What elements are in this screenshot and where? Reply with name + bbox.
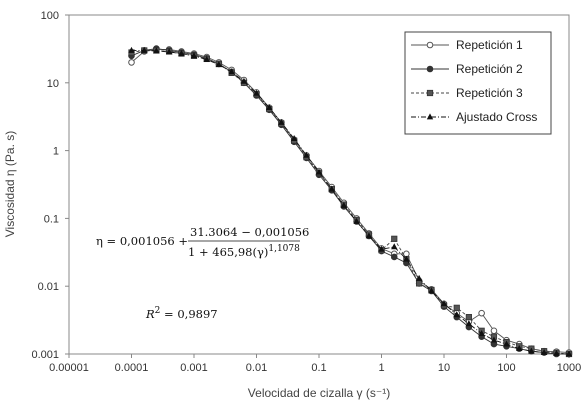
- data-point: [203, 55, 210, 62]
- legend-item: Repetición 2: [411, 62, 523, 76]
- data-point: [453, 311, 460, 318]
- data-point: [303, 151, 310, 158]
- x-tick-label: 0.0001: [115, 362, 149, 374]
- r2-superscript: 2: [155, 306, 161, 316]
- r2-value: = 0,9897: [160, 307, 217, 321]
- data-point: [540, 348, 548, 355]
- equation-denominator-base: 1 + 465,98(γ): [188, 245, 268, 259]
- legend-marker: [426, 41, 434, 49]
- data-point: [340, 201, 348, 208]
- data-point: [240, 77, 248, 84]
- data-point: [553, 349, 560, 356]
- data-point: [178, 49, 185, 56]
- data-point: [528, 347, 535, 354]
- series-line: [131, 50, 570, 355]
- data-point: [403, 255, 410, 262]
- legend-marker: [426, 113, 434, 120]
- data-point: [391, 235, 398, 242]
- data-point: [290, 135, 298, 142]
- series-4: [128, 46, 573, 357]
- y-tick-label: 0.01: [38, 281, 59, 293]
- data-point: [128, 59, 135, 66]
- x-tick-label: 0.00001: [49, 362, 89, 374]
- data-point: [490, 336, 498, 343]
- y-tick-label: 0.001: [31, 349, 59, 361]
- data-point: [478, 309, 485, 317]
- x-axis-title-text: Velocidad de cizalla γ (s⁻¹): [248, 386, 390, 400]
- legend-label: Ajustado Cross: [456, 110, 537, 124]
- legend-marker: [426, 89, 434, 97]
- data-point: [453, 304, 460, 311]
- data-point: [378, 245, 385, 252]
- data-point: [315, 168, 323, 175]
- x-tick-label: 10: [438, 362, 450, 374]
- x-tick-label: 0.001: [180, 362, 208, 374]
- data-point: [415, 274, 423, 281]
- data-point: [465, 314, 472, 321]
- data-point: [428, 287, 435, 294]
- data-point: [390, 253, 398, 261]
- data-point: [228, 68, 235, 75]
- legend-item: Ajustado Cross: [411, 110, 537, 124]
- data-point: [391, 243, 398, 250]
- equation-prefix: η = 0,001056 +: [96, 234, 188, 248]
- data-point: [440, 300, 448, 307]
- x-tick-label: 1000: [557, 362, 581, 374]
- tick-layer: 0.00001 0.0001 0.001 0.01 0.1 1 10 100 1000 0.001…: [31, 10, 581, 374]
- data-point: [278, 118, 285, 125]
- equation-denominator: 1 + 465,98(γ)1,1078: [188, 244, 300, 259]
- data-point: [565, 350, 573, 357]
- data-point: [478, 329, 485, 336]
- data-point: [215, 61, 223, 68]
- data-point: [190, 52, 198, 59]
- data-point: [153, 47, 160, 54]
- y-tick-label: 0.1: [44, 213, 59, 225]
- data-point: [266, 104, 273, 111]
- data-point: [490, 327, 498, 335]
- y-tick-label: 10: [47, 78, 59, 90]
- x-tick-label: 1: [378, 362, 384, 374]
- data-point: [503, 340, 510, 347]
- legend-item: Repetición 1: [411, 38, 523, 52]
- data-point: [141, 46, 148, 53]
- legend-label: Repetición 1: [456, 38, 523, 52]
- x-tick-label: 0.1: [311, 362, 326, 374]
- data-point: [128, 46, 135, 53]
- legend-label: Repetición 2: [456, 62, 523, 76]
- y-tick-label: 1: [53, 146, 59, 158]
- legend-label: Repetición 3: [456, 86, 523, 100]
- legend-item: Repetición 3: [411, 86, 523, 100]
- data-point: [253, 89, 260, 96]
- r2-symbol: R: [145, 307, 155, 321]
- equation-denominator-exponent: 1,1078: [268, 244, 300, 254]
- legend-items: Repetición 1 Repetición 2 Repetición 3 Ajus…: [411, 38, 537, 124]
- y-tick-label: 100: [41, 10, 59, 22]
- legend-marker: [426, 65, 434, 73]
- data-point: [516, 345, 523, 352]
- x-tick-label: 0.01: [246, 362, 267, 374]
- data-point: [328, 185, 335, 192]
- cross-equation: η = 0,001056 + 31.3064 − 0,001056 1 + 46…: [96, 225, 309, 259]
- legend: Repetición 1 Repetición 2 Repetición 3 Ajus…: [404, 31, 552, 135]
- x-tick-label: 100: [497, 362, 515, 374]
- y-axis-title: Viscosidad η (Pa. s): [3, 131, 17, 238]
- x-axis-title: Velocidad de cizalla γ (s⁻¹): [248, 386, 390, 400]
- data-point: [365, 232, 373, 239]
- r-squared-annotation: R2 = 0,9897: [145, 306, 218, 321]
- data-point: [165, 48, 173, 55]
- equation-numerator: 31.3064 − 0,001056: [190, 225, 309, 239]
- data-point: [465, 320, 473, 327]
- y-axis-title-text: Viscosidad η (Pa. s): [3, 131, 17, 238]
- data-point: [353, 217, 360, 224]
- data-point: [416, 280, 423, 287]
- series-layer: [128, 45, 573, 358]
